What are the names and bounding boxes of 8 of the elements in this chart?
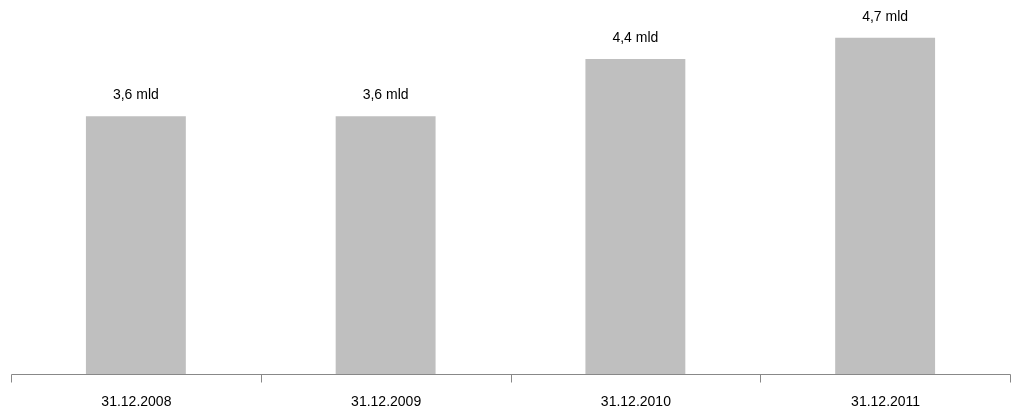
data-label: 4,7 mld [862, 7, 909, 24]
x-tick-label: 31.12.2010 [600, 392, 672, 409]
x-tick-label: 31.12.2008 [101, 392, 172, 409]
x-tick-label: 31.12.2011 [851, 392, 921, 409]
data-label: 3,6 mld [112, 86, 159, 103]
x-tick-label: 31.12.2009 [351, 392, 422, 409]
data-label: 4,4 mld [612, 29, 659, 46]
data-label: 3,6 mld [362, 86, 409, 103]
